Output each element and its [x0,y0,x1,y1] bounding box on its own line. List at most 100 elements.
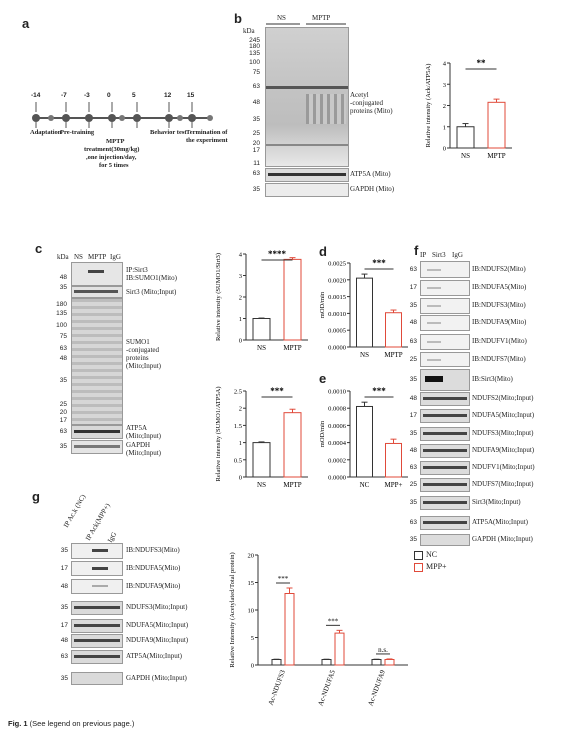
y-tick-label: 3 [443,82,446,89]
y-axis-label: Relative intensity (SUMO1/ATP5A) [215,387,222,482]
f-row-kda: 35 [409,376,417,383]
f-row-blot [420,280,470,296]
y-tick-label: 2 [443,103,446,110]
y-tick-label: 5 [251,635,254,642]
c-sirt3-band [74,290,118,293]
b-atp5a-blot [265,168,349,182]
y-tick-label: 0.0008 [328,406,346,413]
caption-text: (See legend on previous page.) [27,719,135,728]
f-lane-igg: IgG [452,251,463,259]
f-input-band [423,432,467,435]
g-row-blot [71,561,123,576]
b-lane-ns: NS [277,14,286,22]
c-marker: 48 [59,355,67,362]
timeline-point [177,115,183,121]
timeline-mptp: MPTP [106,138,125,145]
b-marker: 35 [252,116,260,123]
y-tick-label: 4 [443,61,447,68]
y-tick-label: 0.0010 [328,389,346,396]
x-tick-label: Ac-NDUFA5 [317,668,338,707]
timeline-point [108,114,116,122]
f-row-label: IB:NDUFA9(Mito) [472,318,527,326]
c-label-sirt3: Sirt3 (Mito;Input) [126,288,177,296]
y-tick-label: 15 [248,580,255,587]
g-row-kda: 63 [60,653,68,660]
timeline-point [119,115,125,121]
c-label-ip-2: IB:SUMO1(Mito) [126,274,177,282]
y-tick-label: 1 [239,440,242,447]
b-label-gapdh: GAPDH (Mito) [350,185,395,193]
f-row-kda: 48 [409,447,417,454]
g-row-kda: 48 [60,637,68,644]
y-axis-label: mOD/min [319,420,326,447]
c-gapdh-band [74,445,120,448]
x-tick-label: NS [360,351,369,359]
y-tick-label: 1.5 [234,423,242,430]
c-marker: 35 [59,284,67,291]
f-row-blot [420,334,470,350]
panel-label-b: b [234,11,242,26]
f-row-blot [420,461,470,475]
y-tick-label: 0.0010 [328,311,346,318]
b-marker: 35 [252,186,260,193]
y-tick-label: 0.0025 [328,261,346,268]
f-row-label: IB:NDUFS2(Mito) [472,264,526,273]
g-row-blot [71,543,123,559]
b-band-20 [266,144,348,146]
timeline-adaptation: Adaptation [30,129,62,136]
f-ip-band [427,268,441,271]
c-ip-blot [71,262,123,286]
timeline-point [133,114,141,122]
legend-mpp-label: MPP+ [426,562,447,571]
y-tick-label: 3 [239,273,242,280]
b-lane-mptp: MPTP [312,14,331,22]
timeline-day: 12 [164,92,172,99]
c-marker: 35 [59,377,67,384]
legend-nc-label: NC [426,550,438,559]
b-marker: 135 [249,50,260,57]
bar [384,659,395,666]
f-row-label: GAPDH (Mito;Input) [472,535,533,543]
y-tick-label: 1 [443,124,446,131]
timeline-point [62,114,70,122]
y-tick-label: 0.0000 [328,475,346,482]
c-atp5a-blot [71,425,123,439]
timeline-pretraining: Pre-training [60,129,95,136]
c-sirt3-blot [71,286,123,298]
y-tick-label: 0.0015 [328,294,346,301]
bar [283,258,302,341]
c-marker: 63 [59,428,67,435]
f-lane-sirt3: Sirt3 [432,251,446,259]
bar [371,659,382,666]
chart-e: 0.0000 0.0002 0.0004 0.0006 0.0008 0.0010 mOD/… [319,386,408,489]
f-row-kda: 48 [409,395,417,402]
timeline-termination-1: Termination of [186,129,228,136]
f-row-label: NDUFA5(Mito;Input) [472,411,535,419]
c-label-gapdh-1: GAPDH [126,441,151,449]
c-marker: 180 [56,301,67,308]
timeline-behavior: Behavior test [150,129,187,136]
bar [356,405,373,478]
b-marker: 245 [249,37,260,44]
c-marker: 17 [59,417,67,424]
y-tick-label: 2 [239,406,242,413]
c-atp5a-band [74,430,120,433]
g-input-band [74,624,120,627]
f-row-label: ATP5A(Mito;Input) [472,518,528,526]
panel-label-a: a [22,16,30,31]
x-tick-label: NS [257,481,266,489]
bar [356,277,373,348]
f-row-blot [420,409,470,423]
y-tick-label: 0.0000 [328,345,346,352]
timeline-treatment-1: treatment(30mg/kg) [84,146,140,153]
timeline-day: 5 [132,92,136,99]
panel-label-e: e [319,371,327,386]
y-tick-label: 0.0006 [328,423,347,430]
chart-b: 0 1 2 3 4 Relative intensity (Ack/ATP5A) NS MPT… [425,58,512,160]
g-row-kda: 17 [60,564,68,572]
f-row-kda: 63 [409,338,417,345]
b-label-atp5a: ATP5A (Mito) [350,170,391,178]
f-ip-band [427,322,441,324]
sig-label: *** [270,386,284,396]
bar [487,101,506,149]
